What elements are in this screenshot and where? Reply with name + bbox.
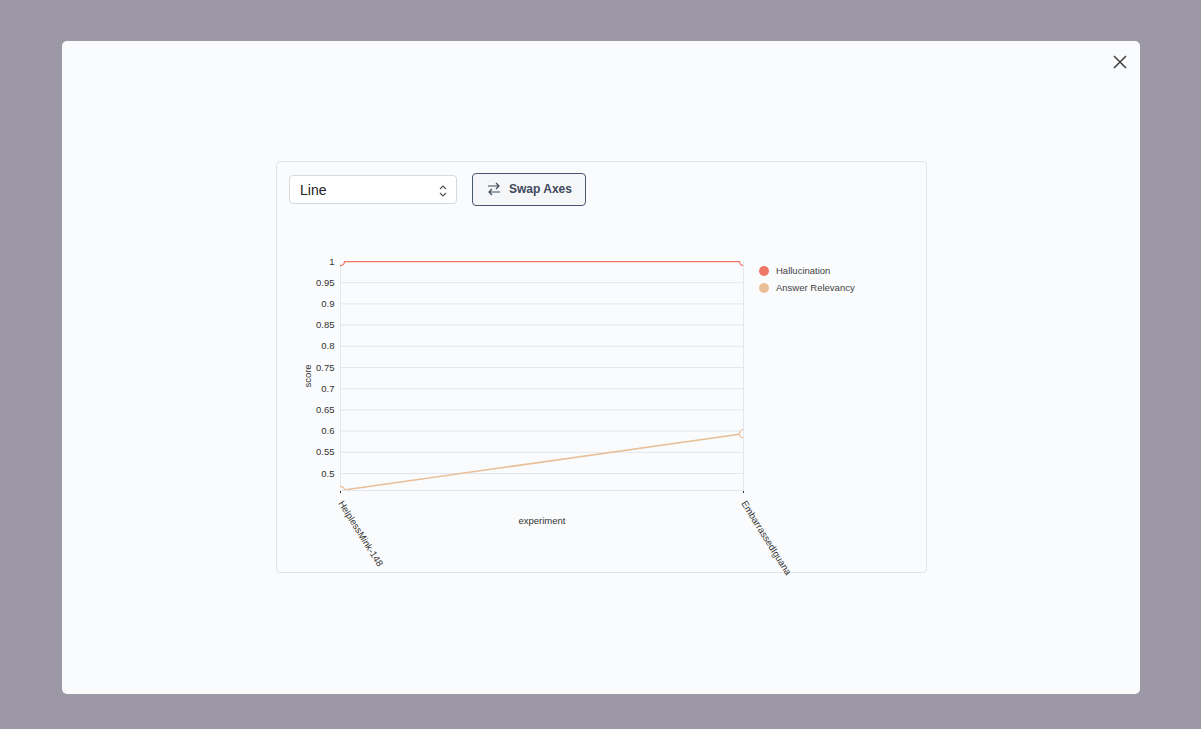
svg-text:0.9: 0.9 [321, 298, 334, 309]
svg-text:HelplessMink-148: HelplessMink-148 [336, 498, 385, 568]
svg-text:0.95: 0.95 [316, 277, 335, 288]
svg-text:score: score [302, 364, 313, 387]
svg-text:0.8: 0.8 [321, 340, 334, 351]
html-text:Answer Relevancy: Answer Relevancy [776, 282, 855, 293]
svg-text:0.65: 0.65 [316, 404, 335, 415]
svg-text:0.6: 0.6 [321, 425, 334, 436]
html-text:Line: Line [300, 182, 327, 198]
svg-text:0.55: 0.55 [316, 446, 335, 457]
svg-text:experiment: experiment [519, 515, 566, 526]
html-text:Hallucination: Hallucination [776, 265, 831, 276]
svg-text:0.5: 0.5 [321, 468, 334, 479]
svg-text:0.75: 0.75 [316, 362, 335, 373]
svg-text:1: 1 [329, 256, 334, 267]
svg-text:EmbarrassedIguana: EmbarrassedIguana [739, 498, 794, 577]
html-text:Swap Axes: Swap Axes [509, 182, 572, 196]
svg-text:0.7: 0.7 [321, 383, 334, 394]
svg-text:0.85: 0.85 [316, 319, 335, 330]
